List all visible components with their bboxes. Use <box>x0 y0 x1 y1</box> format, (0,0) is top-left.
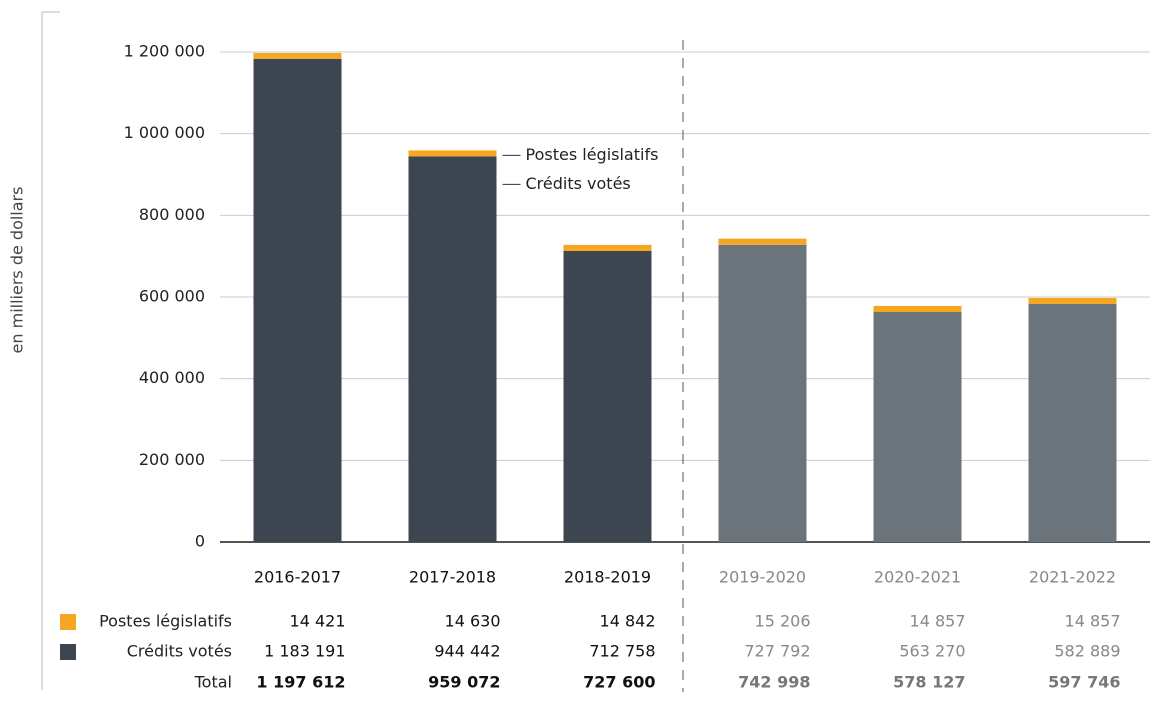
y-tick-label: 0 <box>195 532 205 551</box>
table-value: 15 206 <box>755 612 811 631</box>
bar-segment <box>1028 303 1117 542</box>
y-tick-label: 1 000 000 <box>124 123 205 142</box>
bar-segment <box>408 156 497 542</box>
y-tick-label: 600 000 <box>139 287 205 306</box>
table-value: 727 792 <box>744 642 810 661</box>
legend-swatch <box>60 614 76 630</box>
bar-segment <box>1028 297 1117 304</box>
table-value: 14 857 <box>910 612 966 631</box>
total-label: Total <box>194 673 232 692</box>
table-total: 578 127 <box>893 673 965 692</box>
y-tick-label: 1 200 000 <box>124 42 205 61</box>
x-tick-label: 2021-2022 <box>1029 568 1116 587</box>
annotation: Crédits votés <box>526 174 631 193</box>
table-value: 14 630 <box>445 612 501 631</box>
table-value: 563 270 <box>899 642 965 661</box>
bar-segment <box>563 250 652 542</box>
legend-swatch <box>60 644 76 660</box>
bar-segment <box>253 58 342 542</box>
table-total: 1 197 612 <box>256 673 345 692</box>
x-tick-label: 2019-2020 <box>719 568 806 587</box>
bar-segment <box>873 311 962 542</box>
x-tick-label: 2020-2021 <box>874 568 961 587</box>
table-value: 14 421 <box>290 612 346 631</box>
y-tick-label: 200 000 <box>139 450 205 469</box>
bar-segment <box>718 244 807 542</box>
table-total: 727 600 <box>583 673 655 692</box>
bar-segment <box>563 244 652 251</box>
y-tick-label: 400 000 <box>139 368 205 387</box>
bar-segment <box>253 52 342 59</box>
bar-segment <box>718 238 807 245</box>
table-value: 582 889 <box>1054 642 1120 661</box>
bar-segment <box>408 150 497 157</box>
legend-label: Postes législatifs <box>99 612 232 631</box>
annotation: Postes législatifs <box>526 145 659 164</box>
table-value: 944 442 <box>434 642 500 661</box>
table-value: 712 758 <box>589 642 655 661</box>
table-value: 1 183 191 <box>264 642 345 661</box>
table-value: 14 842 <box>600 612 656 631</box>
y-axis-label: en milliers de dollars <box>8 187 27 354</box>
table-total: 597 746 <box>1048 673 1120 692</box>
table-total: 742 998 <box>738 673 810 692</box>
table-value: 14 857 <box>1065 612 1121 631</box>
x-tick-label: 2017-2018 <box>409 568 496 587</box>
x-tick-label: 2018-2019 <box>564 568 651 587</box>
bar-segment <box>873 305 962 312</box>
y-tick-label: 800 000 <box>139 205 205 224</box>
x-tick-label: 2016-2017 <box>254 568 341 587</box>
table-total: 959 072 <box>428 673 500 692</box>
legend-label: Crédits votés <box>127 642 232 661</box>
